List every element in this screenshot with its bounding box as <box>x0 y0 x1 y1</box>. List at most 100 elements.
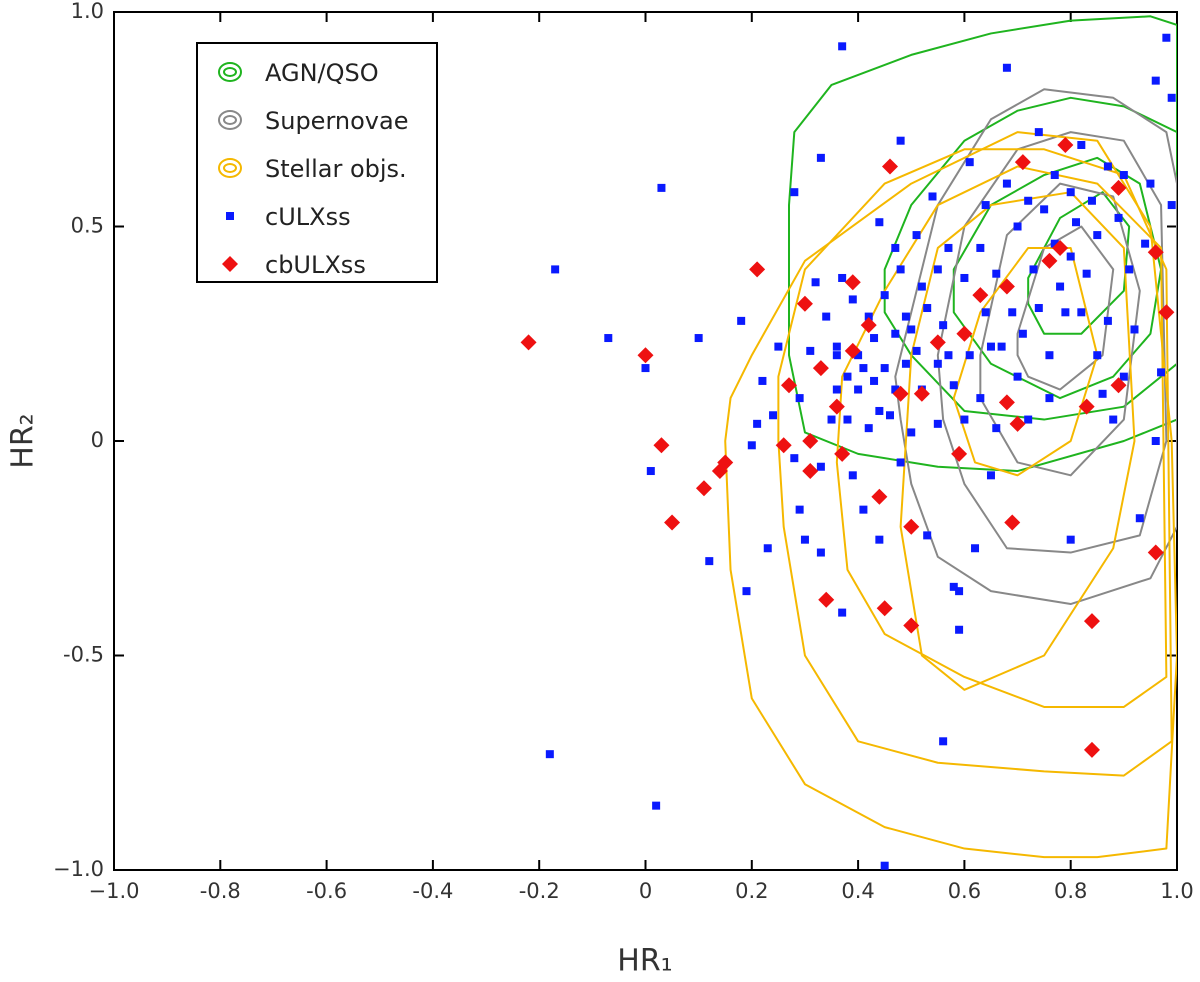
point <box>828 398 845 415</box>
point <box>818 591 835 608</box>
point <box>949 381 958 390</box>
point <box>1014 154 1031 171</box>
x-tick-label: -0.4 <box>412 879 453 903</box>
point <box>944 243 953 252</box>
point <box>1141 239 1150 248</box>
contour <box>1016 225 1115 391</box>
point <box>711 463 728 480</box>
point <box>747 441 756 450</box>
point <box>1087 196 1096 205</box>
point <box>653 437 670 454</box>
point <box>928 192 937 201</box>
point <box>1147 244 1164 261</box>
point <box>1093 351 1102 360</box>
point <box>913 385 930 402</box>
point <box>1083 741 1100 758</box>
point <box>860 317 877 334</box>
point <box>1066 252 1075 261</box>
point <box>1151 437 1160 445</box>
point <box>775 437 792 454</box>
point <box>1110 377 1127 394</box>
y-tick-label: 0 <box>91 428 104 452</box>
point <box>933 265 942 274</box>
point <box>1057 136 1074 153</box>
point <box>1013 372 1022 381</box>
point <box>864 424 873 433</box>
point <box>1066 535 1075 544</box>
point <box>1008 308 1017 317</box>
y-tick-label: 1.0 <box>71 0 104 23</box>
y-axis-title: HR₂ <box>6 413 41 468</box>
point <box>832 351 841 360</box>
y-tick-label: 0.5 <box>71 214 104 238</box>
point <box>1098 389 1107 398</box>
point <box>933 419 942 428</box>
point <box>705 557 714 566</box>
x-tick-label: −1.0 <box>89 879 140 903</box>
y-tick-label: -0.5 <box>63 643 104 667</box>
point <box>838 42 847 51</box>
point <box>1083 613 1100 630</box>
point <box>604 334 613 343</box>
point <box>769 411 778 420</box>
point <box>848 295 857 304</box>
point <box>800 535 809 544</box>
point <box>1077 140 1086 149</box>
point <box>1013 222 1022 231</box>
point <box>939 321 948 330</box>
point <box>981 308 990 317</box>
point <box>854 385 863 394</box>
contour <box>952 246 1099 477</box>
point <box>955 625 964 634</box>
legend-icon <box>218 62 242 82</box>
point <box>960 273 969 282</box>
point <box>1045 351 1054 360</box>
contour <box>835 165 1168 708</box>
point <box>907 325 916 334</box>
point <box>1167 201 1176 210</box>
point <box>802 433 819 449</box>
point <box>652 801 661 810</box>
point <box>870 376 879 385</box>
point <box>1052 239 1069 256</box>
legend-icon-inner <box>223 163 237 173</box>
point <box>816 548 825 557</box>
point <box>816 153 825 162</box>
point <box>664 514 681 531</box>
legend-label: Supernovae <box>265 107 408 135</box>
point <box>903 518 920 535</box>
point <box>870 334 879 343</box>
point <box>834 445 851 462</box>
point <box>1002 63 1011 72</box>
point <box>832 385 841 394</box>
point <box>871 488 888 505</box>
point <box>1167 93 1176 102</box>
legend-icon-inner <box>223 67 237 77</box>
point <box>795 505 804 514</box>
legend-icon-outer <box>218 158 242 178</box>
contour <box>899 191 1136 691</box>
x-tick-label: -0.6 <box>306 879 347 903</box>
legend-icon <box>218 158 242 178</box>
point <box>1158 304 1175 321</box>
point <box>933 359 942 368</box>
point <box>965 158 974 167</box>
point <box>880 861 889 870</box>
point <box>832 342 841 351</box>
legend-icon-outer <box>218 62 242 82</box>
point <box>923 304 932 313</box>
point <box>790 188 799 197</box>
point <box>1045 394 1054 403</box>
legend-box <box>196 42 438 283</box>
point <box>1093 231 1102 240</box>
point <box>848 471 857 480</box>
x-tick-label: 1.0 <box>1160 879 1193 903</box>
legend-icon-inner <box>223 115 237 125</box>
point <box>876 600 893 617</box>
point <box>1061 308 1070 317</box>
point <box>929 334 946 351</box>
point <box>222 256 238 272</box>
point <box>896 136 905 145</box>
point <box>992 424 1001 433</box>
